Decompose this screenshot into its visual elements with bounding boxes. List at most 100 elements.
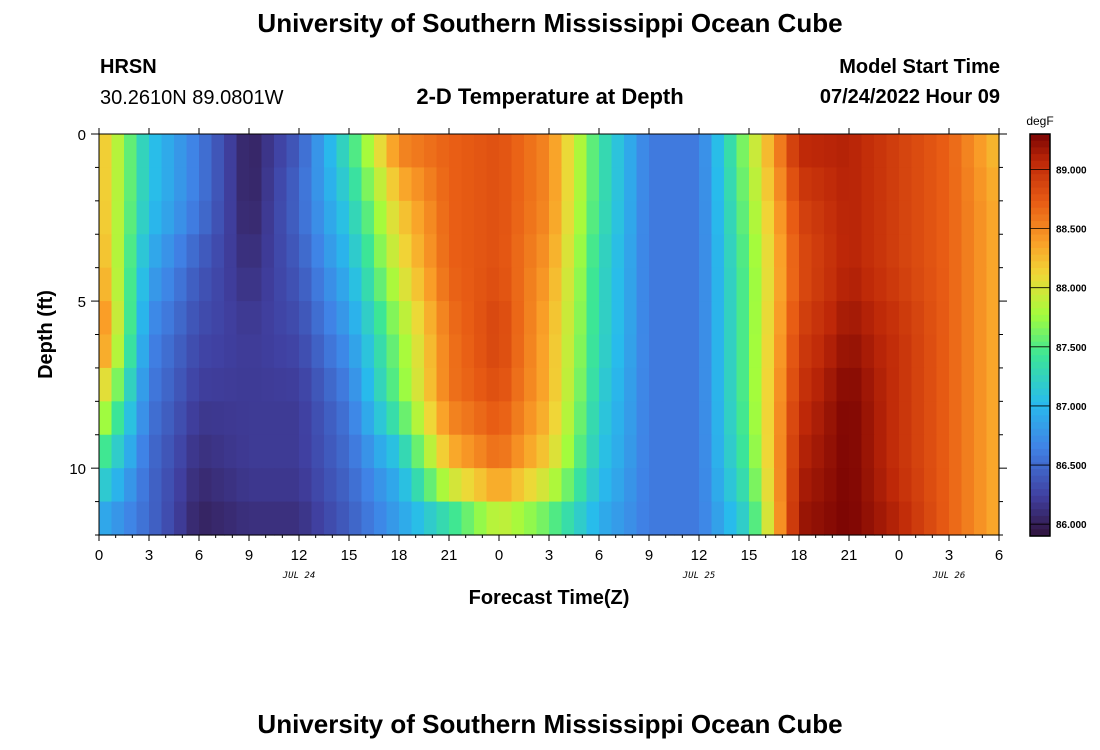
heatmap-cell <box>349 134 363 169</box>
heatmap-cell <box>224 200 238 235</box>
heatmap-cell <box>436 334 450 369</box>
heatmap-cell <box>849 468 863 503</box>
heatmap-cell <box>824 468 838 503</box>
heatmap-cell <box>474 234 488 269</box>
station-name: HRSN <box>100 56 157 78</box>
heatmap-cell <box>861 200 875 235</box>
heatmap-cell <box>499 267 513 302</box>
heatmap-cell <box>311 234 325 269</box>
heatmap-cell <box>511 367 525 402</box>
x-tick-label: 6 <box>595 547 603 564</box>
heatmap-cell <box>561 334 575 369</box>
heatmap-cell <box>799 334 813 369</box>
heatmap-cell <box>936 434 950 469</box>
heatmap-cell <box>899 200 913 235</box>
heatmap-cell <box>486 267 500 302</box>
heatmap-cell <box>111 468 125 503</box>
heatmap-cell <box>336 468 350 503</box>
heatmap-cell <box>374 234 388 269</box>
heatmap-cell <box>186 468 200 503</box>
heatmap-cell <box>749 367 763 402</box>
heatmap-cell <box>824 367 838 402</box>
heatmap-cell <box>986 367 1000 402</box>
heatmap-cell <box>974 134 988 169</box>
colorbar-swatch <box>1030 455 1050 463</box>
heatmap-cell <box>824 301 838 336</box>
heatmap-cell <box>461 134 475 169</box>
heatmap-cell <box>599 301 613 336</box>
heatmap-cell <box>686 334 700 369</box>
heatmap-cell <box>99 367 113 402</box>
heatmap-cell <box>761 501 775 536</box>
heatmap-cell <box>636 134 650 169</box>
heatmap-cell <box>261 468 275 503</box>
heatmap-cell <box>949 334 963 369</box>
heatmap-cell <box>886 401 900 436</box>
date-label: JUL 26 <box>932 571 966 581</box>
heatmap-cell <box>111 134 125 169</box>
heatmap-cell <box>236 401 250 436</box>
heatmap-cell <box>599 267 613 302</box>
colorbar-swatch <box>1030 134 1050 142</box>
heatmap-cell <box>436 301 450 336</box>
heatmap-cell <box>661 167 675 202</box>
heatmap-cell <box>949 200 963 235</box>
heatmap-cell <box>974 234 988 269</box>
heatmap-cell <box>149 501 163 536</box>
heatmap-cell <box>724 200 738 235</box>
heatmap-cell <box>424 267 438 302</box>
heatmap-cell <box>599 134 613 169</box>
heatmap-cell <box>499 434 513 469</box>
heatmap-cell <box>649 134 663 169</box>
heatmap-cell <box>611 200 625 235</box>
x-tick-label: 12 <box>691 547 708 564</box>
heatmap-cell <box>211 167 225 202</box>
heatmap-cell <box>949 468 963 503</box>
heatmap-cell <box>349 468 363 503</box>
heatmap-cell <box>411 134 425 169</box>
heatmap-cell <box>849 167 863 202</box>
heatmap-cell <box>686 301 700 336</box>
heatmap-cell <box>586 434 600 469</box>
heatmap-cell <box>849 301 863 336</box>
heatmap-cell <box>274 367 288 402</box>
colorbar-swatch <box>1030 395 1050 403</box>
heatmap-cell <box>674 367 688 402</box>
heatmap-cell <box>961 434 975 469</box>
heatmap-cell <box>249 468 263 503</box>
heatmap-cell <box>874 401 888 436</box>
heatmap-cell <box>211 234 225 269</box>
heatmap-cell <box>599 234 613 269</box>
heatmap-cell <box>236 501 250 536</box>
heatmap-cell <box>449 134 463 169</box>
heatmap-cell <box>774 167 788 202</box>
heatmap-cell <box>911 234 925 269</box>
colorbar-tick-label: 88.000 <box>1056 284 1087 295</box>
heatmap-cell <box>574 401 588 436</box>
heatmap-cell <box>124 468 138 503</box>
heatmap-cell <box>661 200 675 235</box>
heatmap-cell <box>899 267 913 302</box>
heatmap-cell <box>574 301 588 336</box>
heatmap-cell <box>124 334 138 369</box>
heatmap-cell <box>286 434 300 469</box>
heatmap-cell <box>136 501 150 536</box>
heatmap-cell <box>499 134 513 169</box>
heatmap-cell <box>586 167 600 202</box>
heatmap-cell <box>749 434 763 469</box>
heatmap-cell <box>411 367 425 402</box>
heatmap-cell <box>686 267 700 302</box>
heatmap-cell <box>624 267 638 302</box>
heatmap-cell <box>424 301 438 336</box>
heatmap-cell <box>461 267 475 302</box>
heatmap-cell <box>961 234 975 269</box>
heatmap-cell <box>724 134 738 169</box>
heatmap-cell <box>574 267 588 302</box>
heatmap-cell <box>599 200 613 235</box>
heatmap-cell <box>961 200 975 235</box>
heatmap-cell <box>899 234 913 269</box>
x-tick-label: 6 <box>195 547 203 564</box>
heatmap-cell <box>111 501 125 536</box>
heatmap-cell <box>386 468 400 503</box>
heatmap-cell <box>849 267 863 302</box>
